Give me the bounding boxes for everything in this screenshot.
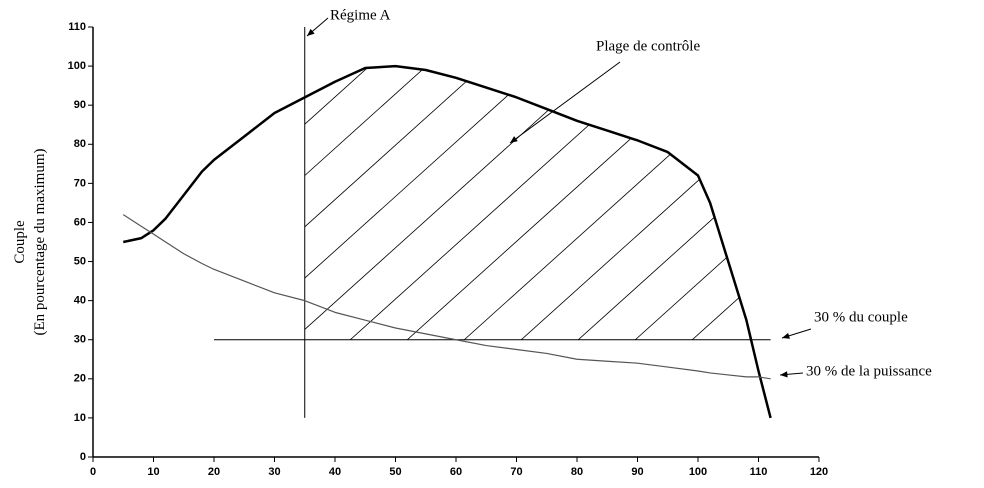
- x-tick-label: 30: [268, 466, 280, 478]
- annotation: Régime A: [330, 7, 391, 23]
- x-tick-label: 70: [510, 466, 522, 478]
- hatch-line: [390, 66, 771, 340]
- hatch-line: [618, 66, 771, 340]
- hatch-line: [304, 66, 322, 340]
- x-tick-label: 50: [389, 466, 401, 478]
- y-axis-label: Couple: [12, 220, 28, 264]
- arrow-head: [780, 371, 788, 378]
- y-axis-label: (En pourcentage du maximum): [32, 148, 48, 335]
- line-series: [122, 214, 771, 380]
- hatch-line: [333, 66, 771, 340]
- y-tick-label: 50: [74, 255, 86, 267]
- annotation: 30 % de la puissance: [806, 363, 932, 379]
- hatch-region: [304, 7, 984, 457]
- y-tick-label: 100: [68, 60, 86, 72]
- hatch-line: [304, 66, 436, 340]
- arrow-head: [782, 332, 790, 339]
- hatch-line: [790, 7, 984, 457]
- y-tick-label: 30: [74, 334, 86, 346]
- hatch-line: [304, 66, 607, 340]
- x-tick-label: 0: [90, 466, 96, 478]
- y-tick-label: 40: [74, 295, 86, 307]
- arrow-shaft: [509, 61, 621, 144]
- hatch-line: [304, 66, 493, 340]
- y-tick-label: 110: [68, 21, 86, 33]
- hatch-line: [675, 66, 771, 340]
- y-tick-label: 20: [74, 373, 86, 385]
- y-tick-label: 70: [74, 177, 86, 189]
- x-tick-label: 40: [329, 466, 341, 478]
- arrow-head: [510, 136, 518, 143]
- x-tick-label: 60: [450, 466, 462, 478]
- hatch-line: [304, 66, 664, 340]
- x-tick-label: 20: [208, 466, 220, 478]
- hatch-group: [304, 7, 984, 457]
- hatch-line: [304, 66, 550, 340]
- x-tick-label: 100: [689, 466, 707, 478]
- hatch-line: [504, 66, 771, 340]
- y-tick-label: 60: [74, 216, 86, 228]
- annotation: Plage de contrôle: [596, 38, 700, 54]
- hatch-line: [304, 66, 721, 340]
- x-tick-label: 90: [631, 466, 643, 478]
- y-tick-label: 0: [80, 451, 86, 463]
- y-tick-label: 10: [74, 412, 86, 424]
- hatch-line: [732, 66, 771, 340]
- line-series: [122, 64, 772, 419]
- hatch-line: [304, 66, 379, 340]
- x-tick-label: 80: [571, 466, 583, 478]
- hatch-line: [561, 66, 771, 340]
- y-tick-label: 80: [74, 138, 86, 150]
- y-tick-label: 90: [74, 99, 86, 111]
- x-tick-label: 120: [810, 466, 828, 478]
- x-tick-label: 10: [147, 466, 159, 478]
- hatch-line: [447, 66, 771, 340]
- x-tick-label: 110: [750, 466, 768, 478]
- arrow-head: [307, 28, 315, 36]
- annotation: 30 % du couple: [814, 309, 908, 325]
